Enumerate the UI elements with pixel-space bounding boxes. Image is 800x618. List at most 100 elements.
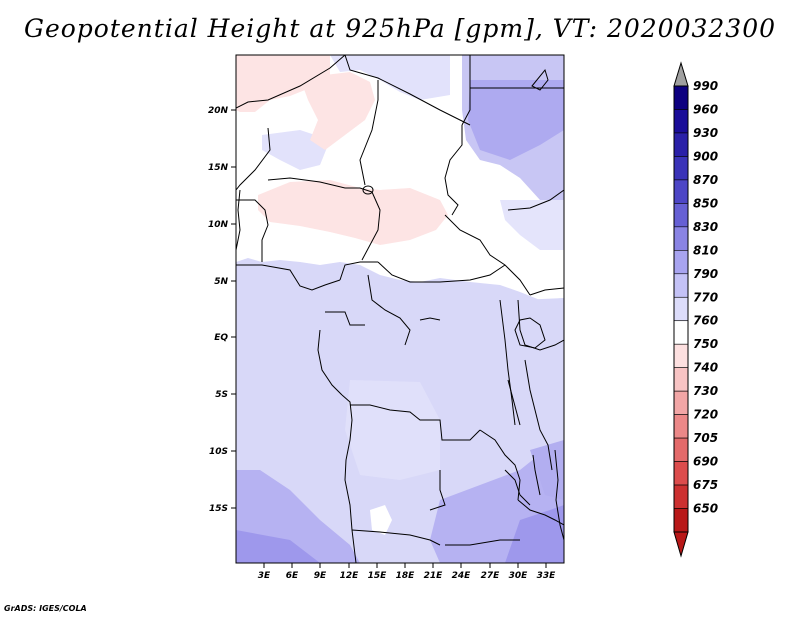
lake-malawi [532,454,541,496]
colorbar-label: 750 [693,337,718,351]
border-malawi [504,469,531,506]
colorbar-swatch [673,156,689,181]
lat-tick-label: 5S [215,390,228,400]
lat-tick-label: 15N [208,163,229,173]
lon-tick-label: 30E [509,571,529,581]
border-sudan-south [507,189,564,211]
border-car-drc [377,261,506,283]
river-congo [419,317,441,321]
lon-tick-label: 12E [340,571,360,581]
lon-tick-label: 18E [396,571,416,581]
colorbar-frame [673,85,689,533]
border-niger-mali [359,80,379,186]
colorbar-label: 740 [693,361,718,375]
border-gabon-congo [325,311,365,326]
colorbar-label: 690 [693,455,718,469]
colorbar-label: 870 [693,173,718,187]
colorbar-swatch [673,273,689,298]
colorbar-under-arrow [673,531,689,558]
map-field [236,55,564,563]
colorbar-label: 850 [693,196,718,210]
lat-tick-label: 15S [209,504,228,514]
colorbar-swatch [673,179,689,204]
lon-tick-label: 33E [537,571,557,581]
border-angola-namibia [351,529,441,546]
colorbar-swatch [673,320,689,345]
map-borders [236,55,564,563]
lat-tick-label: 10S [209,447,228,457]
border-angola-drc [350,404,481,441]
border-tanzania [524,359,553,471]
lat-tick-label: 20N [208,106,229,116]
colorbar-over-arrow [673,61,689,87]
field-east-pale [500,200,564,250]
field-southwest-darker [236,530,320,563]
colorbar-label: 650 [693,502,718,516]
colorbar-label: 810 [693,243,718,257]
colorbar-label: 900 [693,149,718,163]
lon-tick-label: 21E [424,571,444,581]
border-libya-chad [461,55,471,126]
lon-tick-label: 6E [286,571,299,581]
colorbar-label: 770 [693,290,718,304]
lake-tanganyika [507,379,521,426]
border-drc-zambia [479,429,521,501]
coast-gulf-of-guinea [236,264,341,291]
colorbar-swatch [673,226,689,251]
lake-chad [362,185,374,195]
field-pink-north [300,72,375,150]
colorbar-label: 930 [693,126,718,140]
border-botswana-north [445,539,520,546]
colorbar-label: 830 [693,220,718,234]
border-mauritania-mali [236,55,346,109]
lake-victoria [514,317,546,349]
colorbar-label: 705 [693,431,718,445]
field-north-pale [330,55,450,100]
field-angola-pale [345,380,440,480]
field-northeast-darker [468,80,564,160]
colorbar-swatch [673,85,689,110]
border-mozambique [554,449,564,541]
lon-tick-label: 3E [258,571,271,581]
colorbar-label: 720 [693,408,718,422]
lon-tick-label: 15E [368,571,388,581]
colorbar-swatch [673,109,689,134]
lat-ticks: 20N 15N 10N 5N EQ 5S 10S 15S [208,106,236,514]
colorbar-label: 675 [693,478,718,492]
lat-tick-label: 10N [208,220,229,230]
colorbar: 990 960 930 900 870 850 830 810 790 770 760 750 740 7… [673,61,718,558]
coast-west-north [236,189,241,251]
border-nigeria-cameroon-north [361,191,381,261]
lat-tick-label: EQ [214,333,228,343]
border-cameroon-south [339,261,378,281]
border-congo-drc [367,274,411,346]
colorbar-swatch [673,461,689,486]
border-mali-west [236,127,271,191]
colorbar-swatch [673,484,689,509]
colorbar-label: 990 [693,79,718,93]
lon-ticks: 3E 6E 9E 12E 15E 18E 21E 24E 27E 30E 33E [258,563,556,581]
field-southeast-darker [505,505,564,563]
border-zambia-zimbabwe [517,499,564,526]
colorbar-swatch [673,250,689,275]
colorbar-swatch [673,203,689,228]
credit-text: GrADS: IGES/COLA [4,604,87,613]
lake-nasser [531,68,549,91]
field-pink-northwest [236,55,330,112]
coast-gabon [317,329,343,396]
lon-tick-label: 24E [452,571,472,581]
border-west-africa-coast-north [236,199,269,262]
border-niger-burkina-nigeria [267,177,373,193]
border-algeria-niger [344,55,471,126]
coast-angola [341,394,357,563]
colorbar-label: 760 [693,314,718,328]
map-frame [235,54,565,564]
lat-tick-label: 5N [214,277,228,287]
colorbar-swatch [673,343,689,368]
colorbar-label: 730 [693,384,718,398]
colorbar-swatch [673,132,689,157]
colorbar-swatch [673,367,689,392]
colorbar-swatch [673,390,689,415]
border-drc-east [499,299,516,426]
